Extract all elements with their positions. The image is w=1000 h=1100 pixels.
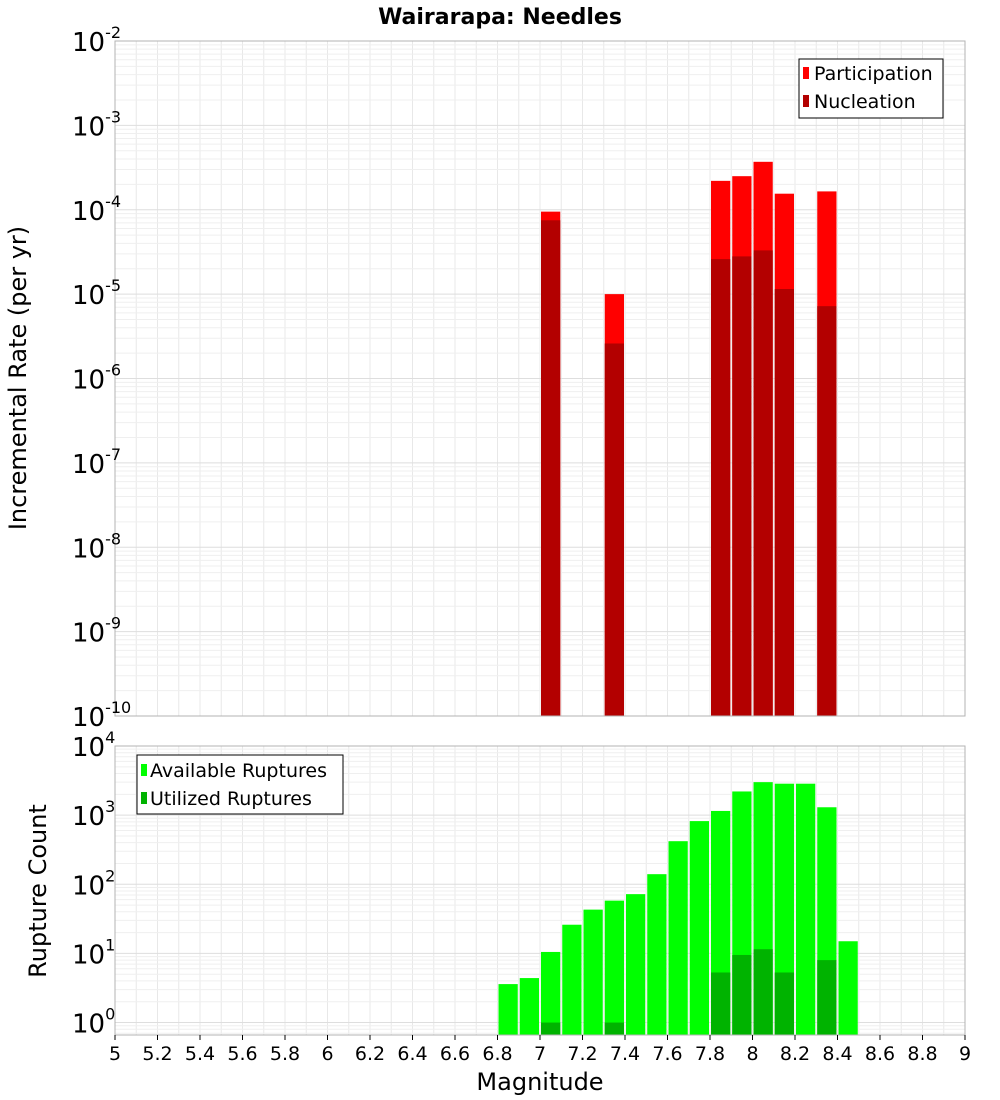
rate-y-ticks: 10-10 10-9 10-8 10-7 10-6 10-5 10-4 10-3 10-2 [72,23,131,733]
x-tick-label: 5.8 [270,1043,300,1065]
rate-y-tick-label: 10-3 [72,107,121,142]
count-y-tick-label: 104 [72,728,115,763]
count-bar-series-2 [732,954,752,1035]
rate-y-axis-label: Incremental Rate (per yr) [4,226,32,530]
legend-label-utilized: Utilized Ruptures [150,788,312,810]
count-bar-series-1 [647,874,667,1035]
x-tick-label: 8.2 [780,1043,810,1065]
count-bar-series-1 [583,909,603,1035]
rate-bar-series-2 [753,250,773,717]
x-tick-label: 6.6 [440,1043,470,1065]
rate-bars [541,161,837,717]
count-bar-series-2 [604,1022,624,1035]
count-legend-box [136,754,344,815]
x-tick-label: 6 [321,1043,333,1065]
count-y-axis-label: Rupture Count [24,804,52,978]
rate-y-tick-label: 10-6 [72,361,121,396]
count-y-tick-label: 100 [72,1005,115,1040]
x-tick-label: 5.2 [142,1043,172,1065]
count-y-tick-label: 102 [72,866,115,901]
x-tick-label: 7.6 [652,1043,682,1065]
count-bar-series-2 [541,1022,561,1035]
x-tick-label: 7.2 [567,1043,597,1065]
count-bar-series-1 [838,941,858,1035]
count-chart: 100 101 102 103 104 5 5.2 5.4 5.6 5.8 6 6.2 6.4 6.6 6… [24,728,971,1096]
x-tick-label: 5 [109,1043,121,1065]
x-tick-label: 7.4 [610,1043,640,1065]
rate-legend-box [798,58,944,119]
rate-y-tick-label: 10-9 [72,614,121,649]
rate-y-tick-label: 10-10 [72,698,131,733]
rate-grid [115,41,965,717]
x-tick-label: 7 [534,1043,546,1065]
x-tick-label: 7.8 [695,1043,725,1065]
count-bar-series-1 [562,924,582,1035]
x-tick-label: 8.8 [907,1043,937,1065]
x-axis-label: Magnitude [476,1068,603,1096]
x-tick-label: 9 [959,1043,971,1065]
x-tick-label: 8.4 [822,1043,852,1065]
x-tick-label: 6.4 [397,1043,427,1065]
legend-label-participation: Participation [814,63,933,85]
count-bar-series-1 [689,821,709,1035]
count-bar-series-1 [541,951,561,1035]
count-bar-series-1 [668,841,688,1035]
x-tick-label: 5.4 [185,1043,215,1065]
count-bar-series-1 [774,783,794,1035]
rate-y-tick-label: 10-7 [72,445,121,480]
legend-swatch-nucleation [803,95,809,107]
rate-plot-frame [114,40,966,717]
rate-bar-series-2 [817,306,837,716]
x-tick-label: 5.6 [227,1043,257,1065]
rate-bar-series-2 [604,343,624,716]
legend-label-available: Available Ruptures [150,760,327,782]
rate-bar-series-2 [732,256,752,716]
count-bar-series-1 [626,894,646,1035]
rate-chart: 10-10 10-9 10-8 10-7 10-6 10-5 10-4 10-3 10-2 In… [4,23,966,733]
count-bar-series-1 [498,984,518,1035]
count-bar-series-2 [817,960,837,1035]
rate-y-tick-label: 10-4 [72,192,121,227]
count-bar-series-1 [519,978,539,1035]
x-tick-label: 6.8 [482,1043,512,1065]
count-bar-series-2 [711,972,731,1035]
rate-bar-series-2 [711,259,731,716]
count-bar-series-2 [753,949,773,1035]
legend-swatch-participation [803,67,809,79]
x-tick-label: 8 [746,1043,758,1065]
chart-title: Wairarapa: Needles [378,5,622,30]
x-tick-label: 6.2 [355,1043,385,1065]
rate-legend: Participation Nucleation [798,58,944,119]
count-bars [498,782,858,1035]
count-y-ticks: 100 101 102 103 104 [72,728,115,1040]
rate-bar-series-2 [774,289,794,716]
count-bar-series-1 [604,900,624,1035]
rate-bar-series-2 [541,220,561,717]
count-y-tick-label: 103 [72,797,115,832]
count-bar-series-2 [774,972,794,1035]
legend-label-nucleation: Nucleation [814,91,916,113]
count-y-tick-label: 101 [72,935,115,970]
count-legend: Available Ruptures Utilized Ruptures [136,754,344,815]
legend-swatch-available [141,764,147,776]
rate-y-tick-label: 10-8 [72,529,121,564]
x-tick-label: 8.6 [865,1043,895,1065]
legend-swatch-utilized [141,792,147,804]
rate-y-tick-label: 10-5 [72,276,121,311]
rate-y-tick-label: 10-2 [72,23,121,58]
count-bar-series-1 [796,783,816,1035]
x-ticks: 5 5.2 5.4 5.6 5.8 6 6.2 6.4 6.6 6.8 7 7.2 7.4 7.6 7.8 8… [109,1035,971,1065]
